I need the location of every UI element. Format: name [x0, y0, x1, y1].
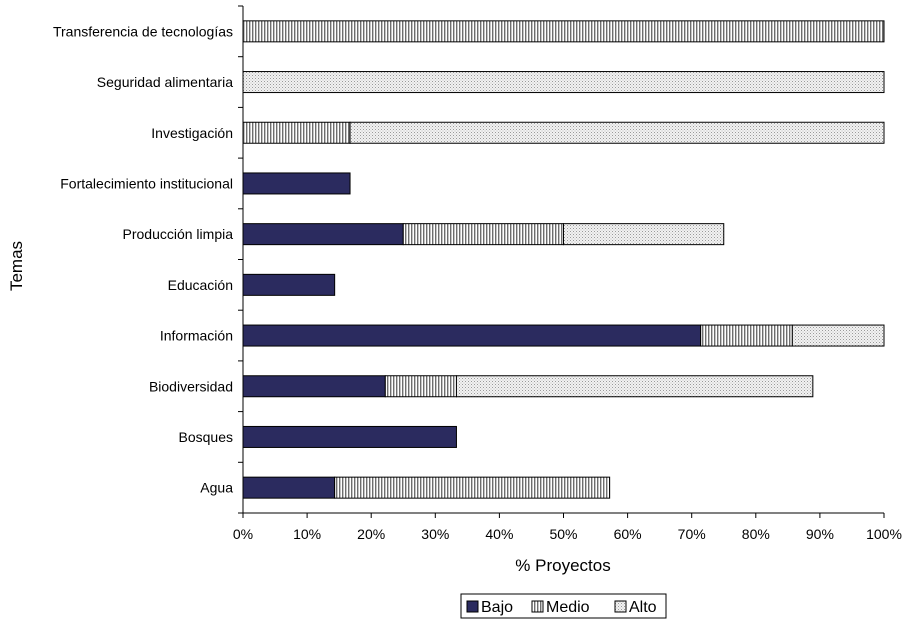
bar-segment-bajo — [242, 172, 351, 195]
bar-segment-alto — [791, 324, 885, 347]
category-label: Transferencia de tecnologías — [53, 23, 233, 39]
category-label: Producción limpia — [123, 226, 234, 242]
bar-segment-alto — [455, 375, 814, 398]
x-tick-label: 40% — [485, 526, 513, 542]
y-axis-title: Temas — [7, 241, 26, 291]
legend-label-medio: Medio — [546, 599, 590, 616]
legend-swatch-alto — [614, 600, 627, 613]
x-tick-label: 30% — [421, 526, 449, 542]
x-tick-label: 80% — [742, 526, 770, 542]
category-labels: Transferencia de tecnologías Seguridad al… — [53, 23, 233, 495]
legend-label-bajo: Bajo — [481, 599, 513, 616]
bar-segment-bajo — [242, 375, 386, 398]
x-tick-label: 100% — [866, 526, 902, 542]
bar-segment-alto — [563, 223, 725, 246]
x-tick-label: 90% — [806, 526, 834, 542]
category-label: Fortalecimiento institucional — [60, 175, 233, 191]
bar-segment-medio — [334, 476, 611, 499]
y-ticks-group — [238, 5, 243, 514]
legend: Bajo Medio Alto — [460, 593, 667, 619]
bar-segment-medio — [242, 121, 351, 144]
bar-segment-bajo — [242, 324, 702, 347]
bar-segment-medio — [700, 324, 793, 347]
bar-segment-bajo — [242, 223, 404, 246]
x-tick-label: 60% — [614, 526, 642, 542]
x-ticks-group: 0% 10% 20% 30% 40% 50% 60% 70% 80% 90% 100% — [233, 513, 902, 542]
legend-swatch-medio — [531, 600, 544, 613]
x-axis-title: % Proyectos — [515, 556, 610, 575]
legend-swatch-bajo — [466, 600, 479, 613]
category-label: Biodiversidad — [149, 378, 233, 394]
bar-segment-medio — [242, 20, 885, 43]
category-label: Bosques — [179, 429, 233, 445]
category-label: Agua — [200, 480, 233, 496]
x-tick-label: 10% — [293, 526, 321, 542]
category-label: Información — [160, 328, 233, 344]
bar-segment-bajo — [242, 425, 457, 448]
x-tick-label: 50% — [549, 526, 577, 542]
category-label: Seguridad alimentaria — [97, 74, 233, 90]
x-tick-label: 20% — [357, 526, 385, 542]
category-label: Educación — [168, 277, 233, 293]
legend-frame — [460, 593, 667, 619]
bars-group — [242, 20, 885, 499]
legend-label-alto: Alto — [629, 599, 657, 616]
x-tick-label: 70% — [678, 526, 706, 542]
category-label: Investigación — [151, 125, 233, 141]
bar-segment-medio — [402, 223, 564, 246]
bar-segment-medio — [384, 375, 457, 398]
bar-segment-bajo — [242, 273, 336, 296]
bar-segment-bajo — [242, 476, 336, 499]
bar-segment-alto — [349, 121, 885, 144]
x-tick-label: 0% — [233, 526, 253, 542]
bar-segment-alto — [242, 71, 885, 94]
